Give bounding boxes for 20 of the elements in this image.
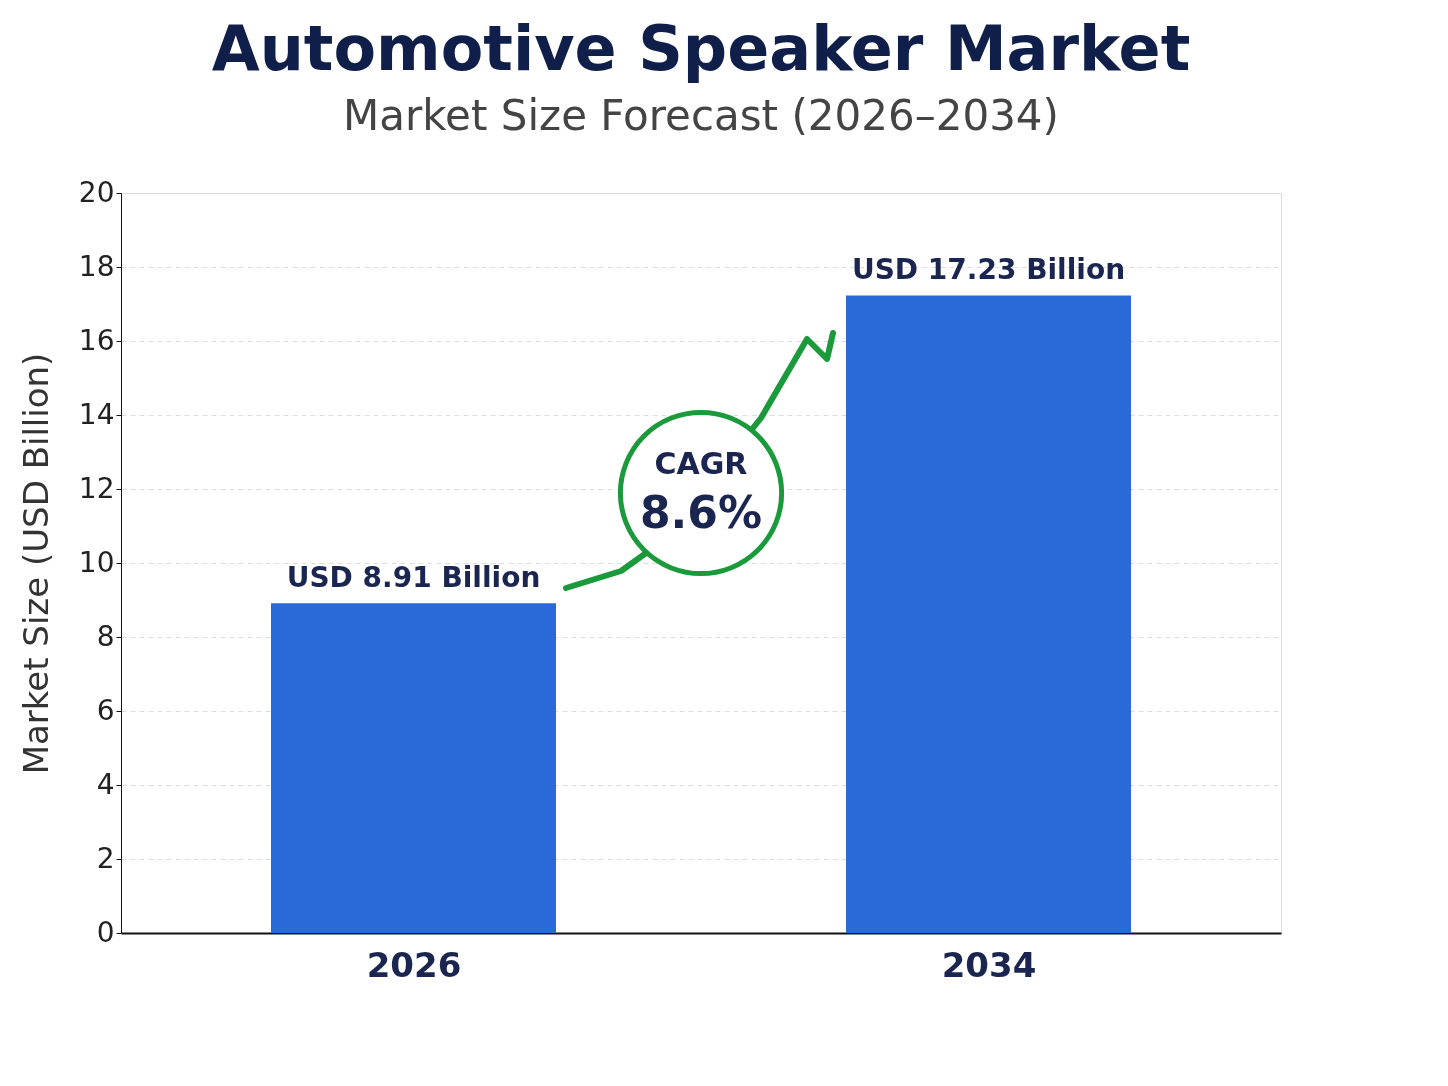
y-tick-label: 20 xyxy=(78,175,115,209)
y-tick-label: 14 xyxy=(78,397,115,431)
annotation: CAGR xyxy=(654,446,748,481)
x-tick-label: 2026 xyxy=(366,944,462,985)
y-tick-label: 16 xyxy=(78,323,115,357)
y-tick-label: 18 xyxy=(78,249,115,283)
data-label: USD 17.23 Billion xyxy=(851,253,1126,287)
y-tick-label: 6 xyxy=(96,693,115,727)
chart-subtitle: Market Size Forecast (2026–2034) xyxy=(343,91,1059,140)
annotation: 8.6% xyxy=(639,487,763,538)
x-tick-label: 2034 xyxy=(941,944,1037,985)
y-tick-label: 4 xyxy=(96,767,115,801)
y-tick-label: 12 xyxy=(78,471,115,505)
y-axis-title: Market Size (USD Billion) xyxy=(15,352,56,775)
y-tick-label: 2 xyxy=(96,841,115,875)
data-label: USD 8.91 Billion xyxy=(286,561,541,595)
y-tick-label: 8 xyxy=(96,619,115,653)
y-tick-label: 0 xyxy=(96,915,115,949)
y-tick-label: 10 xyxy=(78,545,115,579)
chart-title: Automotive Speaker Market xyxy=(211,12,1191,85)
